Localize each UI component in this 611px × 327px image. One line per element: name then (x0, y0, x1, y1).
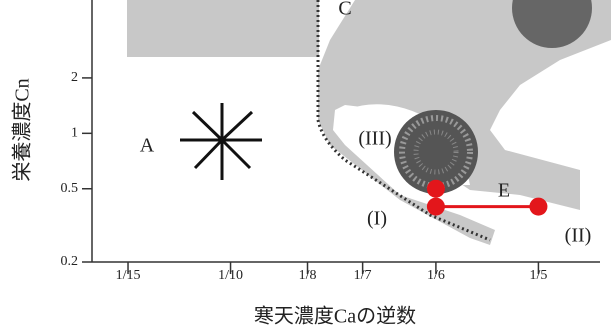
y-tick-label: 2 (71, 70, 78, 85)
x-tick-label: 1/10 (218, 268, 243, 283)
dendrite-image (180, 103, 262, 180)
y-tick-label: 1 (71, 126, 78, 141)
x-tick-label: 1/7 (354, 268, 372, 283)
annotation: (I) (367, 208, 387, 230)
point (427, 198, 445, 216)
annotation: E (498, 180, 510, 202)
annotation: (II) (565, 225, 592, 247)
annotation: A (140, 135, 155, 157)
x-tick-label: 1/5 (529, 268, 547, 283)
x-tick-label: 1/8 (299, 268, 317, 283)
point (427, 180, 445, 198)
region (127, 0, 319, 57)
y-tick-label: 0.5 (61, 181, 79, 196)
x-axis-label: 寒天濃度Caの逆数 (254, 305, 416, 327)
annotation: (III) (358, 128, 391, 150)
y-axis-label: 栄養濃度Cn (11, 78, 34, 181)
x-tick-label: 1/6 (427, 268, 445, 283)
point (529, 198, 547, 216)
y-tick-label: 0.2 (61, 254, 79, 269)
annotation: C (338, 0, 351, 20)
chart: 栄養濃度Cn 寒天濃度Caの逆数 1/15 1/10 1/8 1/7 1/6 1/5 0.2… (0, 0, 611, 327)
x-tick-label: 1/15 (116, 268, 141, 283)
